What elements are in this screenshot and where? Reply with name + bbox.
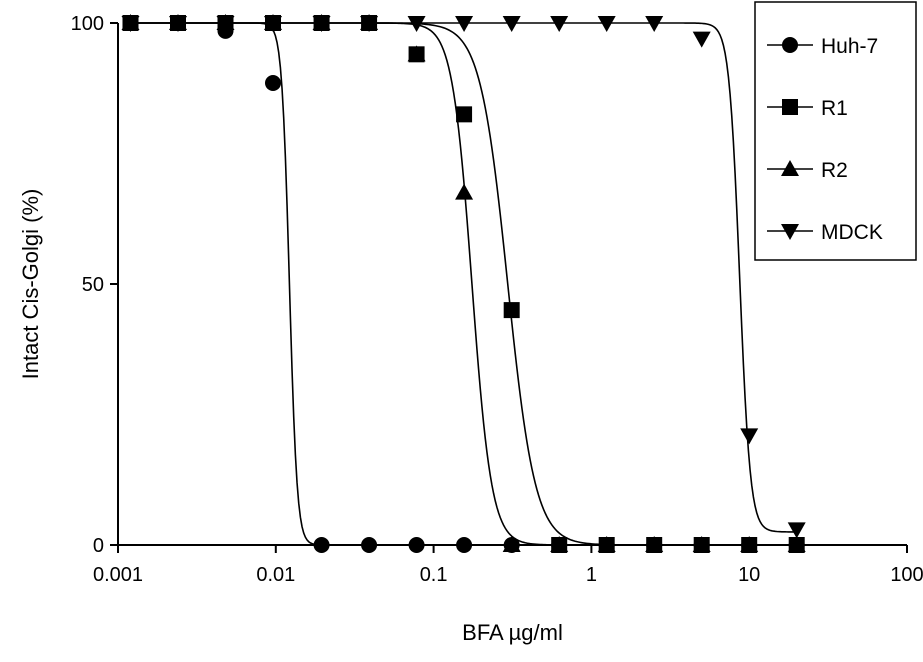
- curve-r1: [130, 22, 797, 546]
- point-huh-7: [313, 537, 330, 553]
- legend-marker-mdck: [781, 224, 799, 240]
- x-tick-label: 100: [890, 564, 923, 586]
- data-markers: [121, 14, 806, 553]
- point-mdck: [407, 16, 426, 32]
- x-tick-label: 0.001: [93, 564, 143, 586]
- point-mdck: [168, 16, 187, 32]
- curve-huh-7: [130, 22, 797, 546]
- legend-label: R2: [821, 159, 848, 182]
- point-r2: [502, 536, 521, 552]
- point-huh-7: [408, 537, 425, 553]
- point-huh-7: [361, 537, 378, 553]
- point-r2: [740, 536, 759, 552]
- point-mdck: [597, 16, 616, 32]
- point-r2: [787, 536, 806, 552]
- legend-marker-r2: [781, 160, 799, 176]
- x-tick-label: 0.1: [420, 564, 448, 586]
- x-tick-label: 1: [586, 564, 597, 586]
- point-mdck: [264, 16, 283, 32]
- legend-marker-r1: [782, 99, 798, 115]
- point-mdck: [312, 16, 331, 32]
- point-r2: [455, 183, 474, 200]
- y-axis-title: Intact Cis-Golgi (%): [18, 189, 43, 380]
- point-mdck: [645, 16, 664, 32]
- point-r1: [456, 106, 473, 123]
- y-tick-label: 50: [82, 274, 104, 296]
- point-r2: [407, 45, 426, 62]
- legend: Huh-7 R1 R2 MDCK: [754, 1, 917, 261]
- point-mdck: [787, 522, 806, 539]
- point-r2: [692, 536, 711, 552]
- point-mdck: [550, 16, 569, 32]
- point-mdck: [692, 31, 711, 48]
- point-r2: [645, 536, 664, 552]
- point-mdck: [455, 16, 474, 32]
- point-mdck: [740, 428, 759, 445]
- y-tick-label: 0: [93, 535, 104, 557]
- point-huh-7: [265, 75, 282, 92]
- legend-label: Huh-7: [821, 35, 878, 58]
- point-mdck: [216, 16, 235, 32]
- point-r2: [597, 536, 616, 552]
- point-huh-7: [456, 537, 473, 553]
- curve-mdck: [130, 22, 797, 533]
- legend-label: R1: [821, 97, 848, 120]
- axis-ticks: 0.001 0.01 0.1 1 10 100 0 50 100: [71, 13, 923, 586]
- x-tick-label: 0.01: [256, 564, 295, 586]
- point-r1: [503, 302, 520, 319]
- point-mdck: [360, 16, 379, 32]
- point-r2: [550, 536, 569, 552]
- x-axis-title: BFA µg/ml: [462, 620, 563, 645]
- point-mdck: [502, 16, 521, 32]
- y-tick-label: 100: [71, 13, 104, 35]
- x-tick-label: 10: [738, 564, 760, 586]
- point-mdck: [121, 16, 140, 32]
- legend-label: MDCK: [821, 221, 883, 244]
- legend-marker-huh-7: [782, 37, 798, 53]
- curve-r2: [130, 22, 797, 546]
- fitted-curves: [130, 22, 797, 546]
